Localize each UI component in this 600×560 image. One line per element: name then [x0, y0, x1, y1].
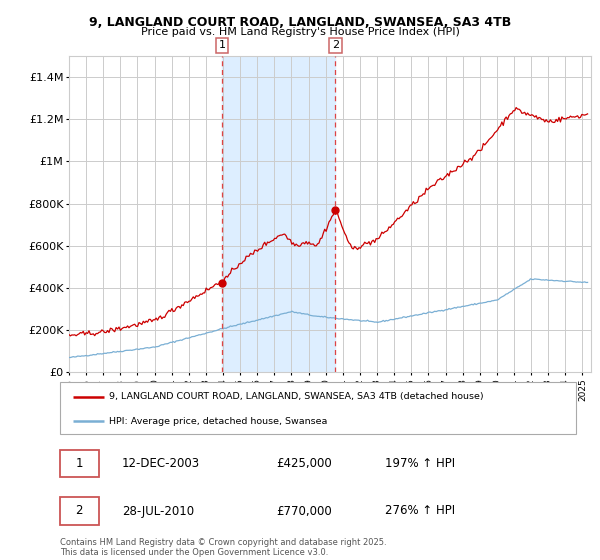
Text: Price paid vs. HM Land Registry's House Price Index (HPI): Price paid vs. HM Land Registry's House … — [140, 27, 460, 37]
FancyBboxPatch shape — [60, 450, 98, 477]
Bar — [222, 56, 335, 372]
Text: 12-DEC-2003: 12-DEC-2003 — [122, 457, 200, 470]
Text: HPI: Average price, detached house, Swansea: HPI: Average price, detached house, Swan… — [109, 417, 328, 426]
FancyBboxPatch shape — [60, 497, 98, 525]
Text: £425,000: £425,000 — [277, 457, 332, 470]
Text: 1: 1 — [218, 40, 226, 50]
Text: 9, LANGLAND COURT ROAD, LANGLAND, SWANSEA, SA3 4TB (detached house): 9, LANGLAND COURT ROAD, LANGLAND, SWANSE… — [109, 393, 484, 402]
Text: 9, LANGLAND COURT ROAD, LANGLAND, SWANSEA, SA3 4TB: 9, LANGLAND COURT ROAD, LANGLAND, SWANSE… — [89, 16, 511, 29]
Text: 276% ↑ HPI: 276% ↑ HPI — [385, 505, 455, 517]
Text: 28-JUL-2010: 28-JUL-2010 — [122, 505, 194, 517]
Text: 1: 1 — [76, 457, 83, 470]
Text: Contains HM Land Registry data © Crown copyright and database right 2025.
This d: Contains HM Land Registry data © Crown c… — [60, 538, 386, 557]
Text: 2: 2 — [76, 505, 83, 517]
Text: £770,000: £770,000 — [277, 505, 332, 517]
FancyBboxPatch shape — [60, 382, 576, 434]
Text: 2: 2 — [332, 40, 339, 50]
Text: 197% ↑ HPI: 197% ↑ HPI — [385, 457, 455, 470]
